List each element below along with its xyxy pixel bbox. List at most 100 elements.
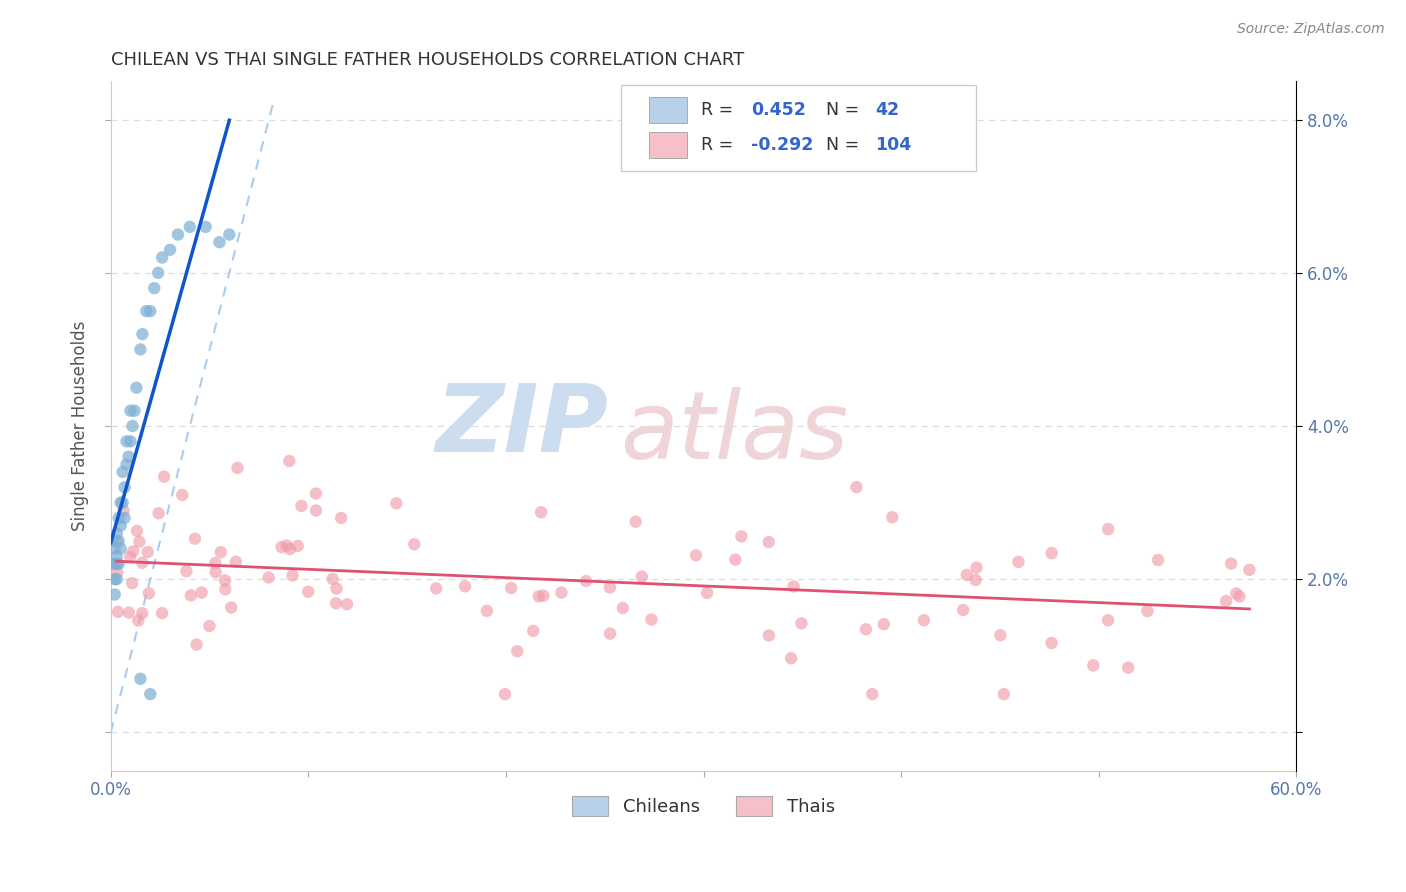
Y-axis label: Single Father Households: Single Father Households (72, 321, 89, 532)
Point (114, 511, 136, 525)
Point (198, 619, 221, 633)
Text: 42: 42 (876, 101, 900, 119)
Point (153, 469, 176, 483)
Point (150, 251, 173, 265)
Point (159, 243, 181, 257)
Point (640, 613, 662, 627)
Point (125, 524, 148, 538)
Point (127, 614, 149, 628)
Point (110, 495, 132, 509)
Point (993, 687, 1015, 701)
Point (612, 601, 634, 615)
Point (117, 450, 139, 464)
Point (1116, 661, 1139, 675)
Point (599, 581, 621, 595)
Point (179, 219, 201, 234)
Point (782, 580, 804, 594)
Point (208, 235, 231, 250)
Point (105, 526, 128, 541)
Point (120, 434, 142, 449)
Point (120, 549, 142, 564)
Point (218, 227, 240, 242)
Point (1225, 586, 1247, 600)
Text: Source: ZipAtlas.com: Source: ZipAtlas.com (1237, 22, 1385, 37)
Point (1147, 553, 1170, 567)
Point (330, 511, 353, 525)
Point (758, 535, 780, 549)
Point (135, 304, 157, 318)
Point (527, 590, 550, 604)
Point (114, 480, 136, 494)
Point (257, 570, 280, 584)
Legend: Chileans, Thais: Chileans, Thais (565, 789, 842, 823)
Point (184, 532, 207, 546)
Point (214, 582, 236, 597)
Point (138, 586, 160, 600)
Text: 0.452: 0.452 (751, 101, 806, 119)
Point (194, 219, 217, 234)
Point (276, 539, 298, 553)
Point (530, 505, 553, 519)
Point (118, 606, 141, 620)
Point (281, 568, 304, 582)
FancyBboxPatch shape (650, 96, 688, 123)
Point (148, 266, 170, 280)
Point (845, 480, 868, 494)
Text: R =: R = (702, 136, 734, 154)
Point (1007, 555, 1029, 569)
Point (1040, 636, 1063, 650)
Point (121, 576, 143, 591)
Point (150, 606, 173, 620)
Point (139, 304, 162, 318)
Point (1097, 522, 1119, 536)
Point (1215, 594, 1237, 608)
Point (522, 624, 544, 638)
Point (110, 541, 132, 556)
Point (575, 574, 598, 588)
Point (290, 499, 312, 513)
Point (278, 542, 301, 557)
Point (111, 465, 134, 479)
Point (186, 638, 208, 652)
Point (882, 510, 904, 524)
Point (143, 281, 166, 295)
Point (550, 585, 572, 599)
FancyBboxPatch shape (650, 132, 688, 158)
Point (105, 549, 128, 564)
Text: N =: N = (825, 136, 859, 154)
Point (105, 572, 128, 586)
Point (425, 582, 447, 596)
Point (1239, 563, 1261, 577)
Point (631, 569, 654, 583)
Point (226, 461, 249, 475)
Point (990, 628, 1012, 642)
Point (790, 616, 813, 631)
Point (1136, 604, 1159, 618)
Point (125, 381, 148, 395)
Point (336, 597, 359, 611)
Point (501, 581, 523, 595)
Point (531, 589, 554, 603)
Point (105, 566, 128, 580)
Point (105, 534, 128, 549)
Point (624, 515, 647, 529)
Point (730, 529, 752, 543)
Point (104, 541, 127, 556)
Point (494, 687, 516, 701)
Point (129, 343, 152, 357)
Point (112, 504, 135, 518)
Point (724, 552, 747, 566)
Point (325, 596, 347, 610)
Point (225, 555, 247, 569)
Text: ZIP: ZIP (436, 380, 609, 472)
Point (172, 488, 194, 502)
Point (111, 495, 134, 509)
Point (115, 458, 138, 472)
Point (966, 560, 988, 574)
Point (101, 533, 124, 548)
Point (475, 604, 498, 618)
Point (110, 518, 132, 533)
Point (128, 534, 150, 549)
Point (176, 564, 198, 578)
Point (204, 556, 226, 570)
